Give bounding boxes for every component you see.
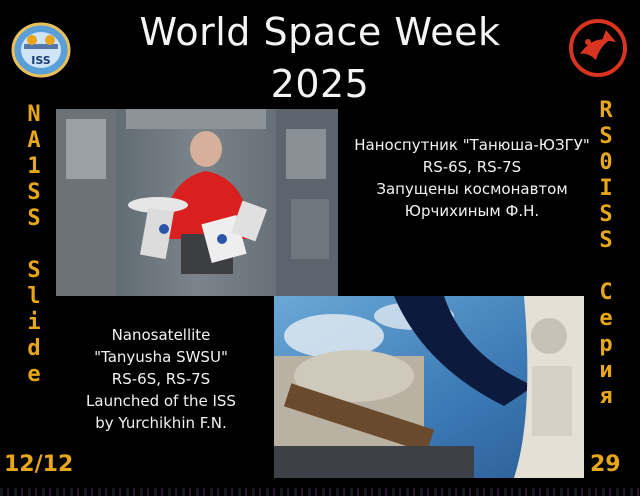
char: S [27,258,41,283]
spacewalk-photo [274,296,584,478]
char: S [27,180,41,205]
cosmonaut-photo [56,109,338,296]
char: С [599,280,613,305]
char: е [599,306,613,331]
caption-line: Nanosatellite [111,326,211,344]
caption-line: RS-6S, RS-7S [111,370,211,388]
caption-line: RS-6S, RS-7S [422,158,522,176]
caption-line: "Tanyusha SWSU" [94,348,228,366]
slide-number: 12/12 [4,452,74,477]
right-vertical-label: R S 0 I S S С е р и я [586,98,626,410]
slide-year: 2025 [270,62,370,106]
char: S [27,206,41,231]
char: l [27,284,41,309]
char: I [599,176,613,201]
char: R [599,98,613,123]
series-number: 29 [590,452,621,477]
logo-text: ISS [31,54,51,67]
caption-russian: Наноспутник "Танюша-ЮЗГУ" RS-6S, RS-7S З… [334,134,610,222]
char [586,254,626,280]
caption-line: by Yurchikhin F.N. [95,414,227,432]
char: 0 [599,150,613,175]
caption-line: Launched of the ISS [86,392,236,410]
caption-line: Юрчихиным Ф.Н. [404,202,540,220]
slide-title: World Space Week [139,10,501,54]
aria-iss-logo-icon: ISS [11,22,71,78]
char: d [27,336,41,361]
left-vertical-label: N A 1 S S S l i d e [14,102,54,388]
char: S [599,124,613,149]
caption-line: Запущены космонавтом [376,180,568,198]
char: S [599,202,613,227]
char: N [27,102,41,127]
char: 1 [27,154,41,179]
caption-line: Наноспутник "Танюша-ЮЗГУ" [354,136,590,154]
char: S [599,228,613,253]
char: i [27,310,41,335]
caption-english: Nanosatellite "Tanyusha SWSU" RS-6S, RS-… [56,324,266,434]
char: A [27,128,41,153]
char: e [27,362,41,387]
char: и [599,358,613,383]
char: р [599,332,613,357]
char: я [599,384,613,409]
char [14,232,54,258]
rs0iss-logo-icon [569,19,627,77]
signal-noise-strip [0,488,640,496]
